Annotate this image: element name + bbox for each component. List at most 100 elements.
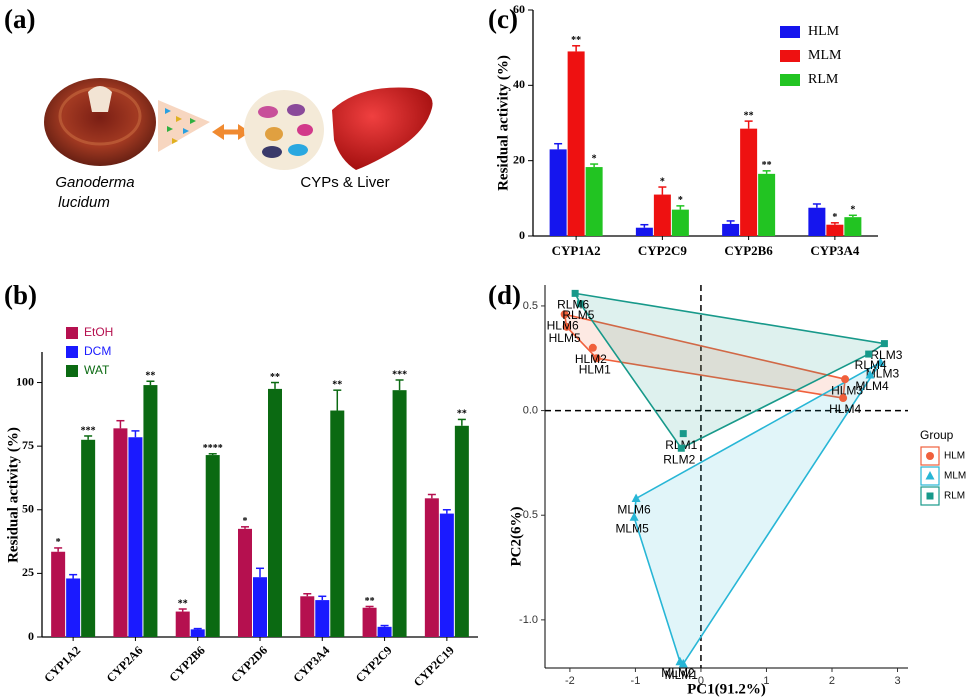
x-tick-label: 1: [763, 675, 769, 687]
error-bar: [333, 389, 342, 411]
bar: [175, 611, 190, 637]
target-label: CYPs & Liver: [300, 174, 389, 191]
significance: **: [332, 379, 342, 390]
point: [560, 310, 569, 319]
bar: [585, 167, 603, 236]
legend-title: Group: [920, 428, 954, 442]
bar: [51, 551, 66, 637]
panel-label: (b): [4, 280, 37, 310]
bar: [740, 128, 758, 236]
x-tick-label: CYP2C9: [638, 243, 688, 258]
bar: [205, 455, 220, 637]
point: [629, 512, 639, 521]
error-bar: [116, 419, 125, 429]
error-bar: [830, 222, 839, 225]
point-label: HLM1: [579, 362, 611, 376]
point-label: MLM5: [615, 521, 649, 535]
point-label: HLM4: [829, 402, 861, 416]
significance: **: [571, 35, 581, 46]
significance: *: [832, 212, 837, 223]
bar: [268, 388, 282, 637]
legend-swatch: [66, 346, 78, 358]
enzyme-cluster: [244, 90, 324, 170]
error-bar: [318, 595, 327, 601]
legend-swatch: [66, 327, 78, 339]
x-tick-label: CYP1A2: [41, 643, 83, 685]
x-tick-label: CYP2C9: [353, 643, 395, 685]
significance: **: [178, 598, 188, 609]
y-axis-label: Residual activity (%): [495, 55, 511, 191]
significance: **: [457, 409, 467, 420]
bar: [128, 437, 143, 637]
legend-marker: [926, 492, 934, 500]
bar: [653, 194, 671, 236]
legend-label: EtOH: [84, 325, 113, 339]
bar: [113, 428, 128, 637]
y-tick-label: 60: [513, 2, 525, 16]
error-bar: [241, 526, 249, 529]
y-tick-label: -1.0: [519, 614, 538, 626]
bar: [808, 207, 826, 236]
point: [588, 343, 597, 352]
error-bar: [54, 547, 63, 552]
bar: [377, 626, 392, 637]
significance: *: [243, 516, 248, 527]
error-bar: [256, 567, 264, 578]
point-label: RLM4: [855, 358, 887, 372]
x-tick-label: CYP2B6: [166, 643, 207, 684]
panel-label: (d): [488, 280, 521, 310]
x-tick-label: CYP2B6: [724, 243, 773, 258]
x-tick-label: -2: [565, 675, 575, 687]
legend-label: MLM: [944, 471, 966, 482]
x-tick-label: 0: [698, 675, 704, 687]
point: [865, 369, 875, 379]
legend-label: WAT: [84, 363, 110, 377]
point-label: RLM5: [562, 308, 594, 322]
point: [839, 394, 848, 403]
bar: [826, 224, 844, 236]
point-label: MLM3: [866, 367, 900, 381]
bar: [439, 513, 454, 637]
liver: [332, 87, 433, 170]
error-bar: [676, 205, 685, 210]
significance: **: [744, 110, 754, 121]
x-tick-label: CYP2C19: [411, 643, 457, 689]
y-tick-label: 100: [16, 374, 34, 388]
error-bar: [380, 624, 389, 627]
legend-label: HLM: [944, 451, 965, 462]
legend-marker: [926, 452, 934, 460]
bar: [66, 578, 81, 637]
bar: [549, 149, 567, 236]
y-tick-label: 25: [22, 565, 34, 579]
point-label: MLM2: [661, 666, 695, 680]
bar: [330, 410, 345, 637]
point: [880, 340, 888, 348]
error-bar: [271, 381, 279, 389]
legend-label: RLM: [808, 72, 839, 87]
error-bar: [178, 608, 187, 612]
legend-label: MLM: [808, 48, 842, 63]
error-bar: [726, 220, 735, 224]
error-bar: [554, 142, 563, 150]
significance: **: [270, 372, 280, 383]
error-bar: [69, 573, 78, 579]
y-tick-label: 0: [28, 629, 34, 643]
x-tick-label: 2: [829, 675, 835, 687]
bar: [143, 385, 158, 637]
panel-label: (c): [488, 4, 518, 34]
bar: [844, 217, 862, 236]
error-bar: [572, 45, 581, 52]
point: [576, 300, 584, 308]
significance: ***: [392, 369, 407, 380]
x-tick-label: CYP3A4: [290, 643, 332, 685]
bar: [362, 607, 377, 637]
significance: **: [365, 596, 375, 607]
point: [677, 444, 685, 452]
y-tick-label: -0.5: [519, 509, 538, 521]
legend-swatch: [780, 50, 800, 62]
point-label: MLM6: [617, 503, 651, 517]
point-label: HLM5: [549, 331, 581, 345]
error-bar: [84, 435, 93, 440]
bar: [392, 390, 407, 637]
